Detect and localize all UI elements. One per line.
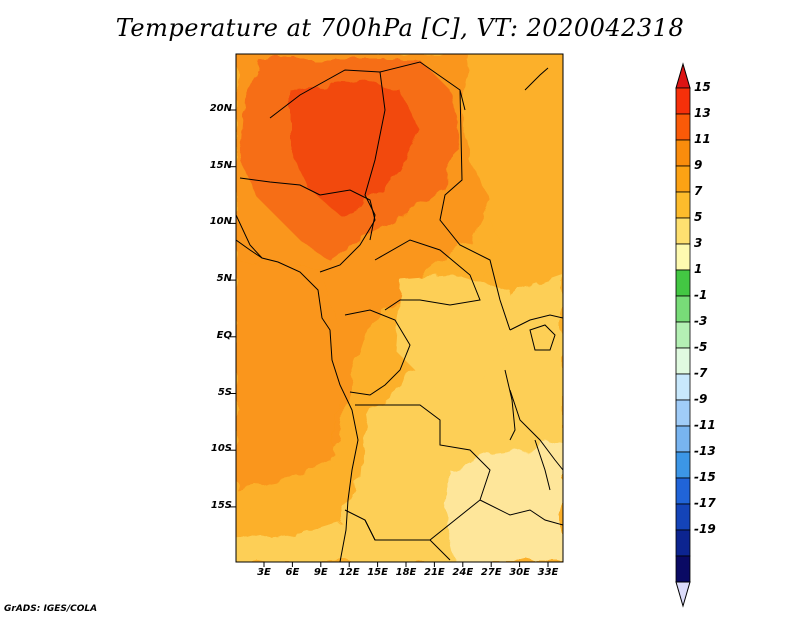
border-east-africa	[509, 314, 563, 331]
lon-label-1: 6E	[285, 567, 300, 578]
temperature-zone-11-ocean	[236, 260, 340, 490]
colorbar-swatch-15	[675, 477, 691, 505]
axis-ticks	[230, 109, 549, 567]
lon-label-3: 12E	[338, 567, 360, 578]
border-sudan	[439, 89, 511, 331]
border-car	[374, 239, 481, 311]
colorbar-label-15: -15	[694, 470, 716, 484]
colorbar-label-7: 1	[694, 262, 703, 276]
colorbar-swatch-2	[675, 139, 691, 167]
lat-label-7: 15S	[210, 499, 232, 511]
colorbar-label-8: -1	[694, 288, 708, 302]
colorbar-swatch-5	[675, 217, 691, 245]
temperature-zone-7-east	[395, 275, 520, 385]
border-tanzania	[509, 389, 563, 471]
colorbar-swatch-1	[675, 113, 691, 141]
colorbar-label-0: 15	[694, 80, 711, 94]
lat-label-0: 20N	[209, 103, 232, 114]
colorbar-under-triangle	[675, 581, 691, 608]
lat-label-1: 15N	[209, 159, 232, 171]
lon-label-4: 15E	[367, 567, 388, 578]
map-plot-area	[236, 54, 563, 562]
colorbar-swatch-4	[675, 191, 691, 219]
lon-label-6: 21E	[424, 567, 445, 578]
colorbar-swatch-11	[675, 373, 691, 401]
colorbar-label-4: 7	[694, 184, 703, 198]
colorbar-label-9: -3	[694, 314, 708, 328]
lat-label-6: 10S	[210, 443, 232, 455]
colorbar-label-6: 3	[694, 236, 703, 250]
colorbar	[675, 62, 691, 608]
colorbar-swatch-6	[675, 243, 691, 271]
colorbar-swatch-13	[675, 425, 691, 453]
colorbar-swatch-10	[675, 347, 691, 375]
lake-tanganyika	[504, 369, 516, 441]
colorbar-label-3: 9	[694, 158, 703, 172]
colorbar-swatch-9	[675, 321, 691, 349]
lon-label-5: 18E	[395, 567, 417, 578]
lake-malawi	[534, 439, 551, 491]
lat-label-4: EQ	[216, 329, 232, 341]
colorbar-swatch-16	[675, 503, 691, 531]
colorbar-swatch-17	[675, 529, 691, 557]
lon-label-9: 30E	[509, 567, 530, 578]
colorbar-label-16: -17	[694, 496, 716, 510]
temperature-zone-15	[290, 80, 420, 215]
border-niger-chad	[364, 71, 386, 241]
colorbar-swatch-18	[675, 555, 691, 583]
lon-label-7: 24E	[452, 567, 474, 578]
coastline-west-africa	[236, 214, 359, 562]
map-frame	[235, 53, 564, 563]
border-sahel	[239, 177, 321, 196]
temperature-zone-5	[445, 440, 563, 562]
colorbar-label-14: -13	[694, 444, 716, 458]
colorbar-swatch-0	[675, 87, 691, 115]
lat-label-5: 5S	[217, 386, 232, 398]
colorbar-swatch-14	[675, 451, 691, 479]
colorbar-swatch-3	[675, 165, 691, 193]
border-angola	[344, 509, 451, 561]
colorbar-label-11: -7	[694, 366, 708, 380]
border-zambia-mozambique	[479, 499, 563, 526]
colorbar-swatch-12	[675, 399, 691, 427]
colorbar-label-13: -11	[694, 418, 716, 432]
colorbar-label-1: 13	[694, 106, 711, 120]
border-nigeria	[319, 189, 376, 273]
colorbar-swatch-7	[675, 269, 691, 297]
colorbar-label-17: -19	[694, 522, 716, 536]
lake-victoria	[529, 324, 556, 351]
lon-label-0: 3E	[257, 567, 271, 578]
colorbar-swatch-8	[675, 295, 691, 323]
lat-label-3: 5N	[216, 273, 232, 285]
colorbar-over-triangle	[675, 62, 691, 89]
country-borders	[236, 61, 563, 562]
colorbar-label-10: -5	[694, 340, 708, 354]
lon-label-2: 9E	[313, 567, 328, 578]
border-congo-drc	[344, 309, 411, 396]
colorbar-label-2: 11	[694, 132, 711, 146]
map-title: Temperature at 700hPa [C], VT: 202004231…	[115, 14, 685, 42]
grads-credit: GrADS: IGES/COLA	[4, 604, 98, 614]
lon-label-10: 33E	[537, 567, 559, 578]
border-coast-ghana	[236, 239, 263, 259]
lat-label-2: 10N	[209, 216, 232, 228]
red-sea-coast	[524, 67, 549, 91]
colorbar-label-12: -9	[694, 392, 708, 406]
lon-label-8: 27E	[480, 567, 502, 578]
colorbar-label-5: 5	[694, 210, 703, 224]
